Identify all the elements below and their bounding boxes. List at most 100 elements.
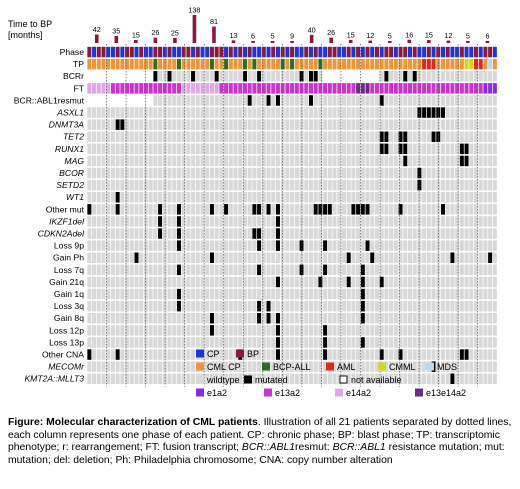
heatmap-cell <box>431 71 436 82</box>
heatmap-cell <box>318 58 323 70</box>
heatmap-cell <box>332 337 337 348</box>
heatmap-cell <box>252 313 257 324</box>
heatmap-cell <box>285 252 290 263</box>
heatmap-cell <box>365 361 370 372</box>
heatmap-cell <box>389 179 394 191</box>
heatmap-cell <box>346 179 351 191</box>
heatmap-cell <box>92 119 97 130</box>
heatmap-cell <box>403 349 408 360</box>
heatmap-cell <box>360 361 365 372</box>
heatmap-cell <box>125 288 130 300</box>
heatmap-cell <box>398 252 403 263</box>
heatmap-cell <box>176 264 181 276</box>
heatmap-cell <box>379 337 384 348</box>
heatmap-cell <box>455 276 460 288</box>
row-label: Other mut <box>46 204 85 214</box>
heatmap-cell <box>403 373 408 384</box>
heatmap-cell <box>271 204 276 215</box>
time-bar <box>446 40 451 43</box>
heatmap-cell <box>247 313 252 324</box>
heatmap-cell <box>374 325 379 336</box>
heatmap-cell <box>407 361 412 372</box>
heatmap-cell <box>478 288 483 300</box>
heatmap-cell <box>459 83 464 94</box>
heatmap-cell <box>219 349 224 360</box>
heatmap-cell <box>389 373 394 384</box>
heatmap-cell <box>209 337 214 348</box>
heatmap-cell <box>266 228 271 239</box>
heatmap-cell <box>407 288 412 300</box>
heatmap-cell <box>106 192 111 203</box>
heatmap-cell <box>92 107 97 118</box>
heatmap-cell <box>422 300 427 312</box>
heatmap-cell <box>327 179 332 191</box>
heatmap-cell <box>351 373 356 384</box>
heatmap-cell <box>332 216 337 227</box>
heatmap-cell <box>450 58 455 70</box>
heatmap-cell <box>379 83 384 94</box>
heatmap-cell <box>153 167 158 179</box>
heatmap-cell <box>304 58 309 70</box>
heatmap-cell <box>181 179 186 191</box>
heatmap-cell <box>426 325 431 336</box>
heatmap-cell <box>384 240 389 251</box>
heatmap-cell <box>384 58 389 70</box>
heatmap-cell <box>172 264 177 276</box>
heatmap-cell <box>407 46 412 58</box>
heatmap-cell <box>224 300 229 312</box>
heatmap-cell <box>87 361 92 372</box>
heatmap-cell <box>266 313 271 324</box>
heatmap-cell <box>398 216 403 227</box>
heatmap-cell <box>275 192 280 203</box>
heatmap-cell <box>360 46 365 58</box>
heatmap-cell <box>238 264 243 276</box>
heatmap-cell <box>252 58 257 70</box>
heatmap-cell <box>323 337 328 348</box>
heatmap-cell <box>148 240 153 251</box>
heatmap-cell <box>92 179 97 191</box>
heatmap-cell <box>332 361 337 372</box>
heatmap-cell <box>219 58 224 70</box>
heatmap-cell <box>365 300 370 312</box>
heatmap-cell <box>308 167 313 179</box>
heatmap-cell <box>238 131 243 142</box>
legend-label: not available <box>351 375 402 385</box>
heatmap-cell <box>200 46 205 58</box>
heatmap-cell <box>172 131 177 142</box>
heatmap-cell <box>450 373 455 384</box>
heatmap-cell <box>374 107 379 118</box>
heatmap-cell <box>228 155 233 167</box>
heatmap-cell <box>261 325 266 336</box>
heatmap-cell <box>341 337 346 348</box>
heatmap-cell <box>181 71 186 82</box>
heatmap-cell <box>181 83 186 94</box>
heatmap-cell <box>238 252 243 263</box>
heatmap-cell <box>492 337 497 348</box>
heatmap-cell <box>473 216 478 227</box>
heatmap-cell <box>101 155 106 167</box>
heatmap-cell <box>308 71 313 82</box>
heatmap-cell <box>459 107 464 118</box>
heatmap-cell <box>115 155 120 167</box>
heatmap-cell <box>214 276 219 288</box>
heatmap-cell <box>426 216 431 227</box>
heatmap-cell <box>87 337 92 348</box>
heatmap-cell <box>247 155 252 167</box>
heatmap-cell <box>120 300 125 312</box>
heatmap-cell <box>139 179 144 191</box>
heatmap-cell <box>205 373 210 384</box>
heatmap-cell <box>125 58 130 70</box>
heatmap-cell <box>87 143 92 155</box>
heatmap-cell <box>205 252 210 263</box>
heatmap-cell <box>374 46 379 58</box>
heatmap-cell <box>134 300 139 312</box>
heatmap-cell <box>275 288 280 300</box>
heatmap-cell <box>384 276 389 288</box>
heatmap-cell <box>87 288 92 300</box>
heatmap-cell <box>450 313 455 324</box>
row-label: Loss 3q <box>54 301 84 311</box>
heatmap-cell <box>370 276 375 288</box>
heatmap-cell <box>384 167 389 179</box>
heatmap-cell <box>365 228 370 239</box>
heatmap-cell <box>167 373 172 384</box>
